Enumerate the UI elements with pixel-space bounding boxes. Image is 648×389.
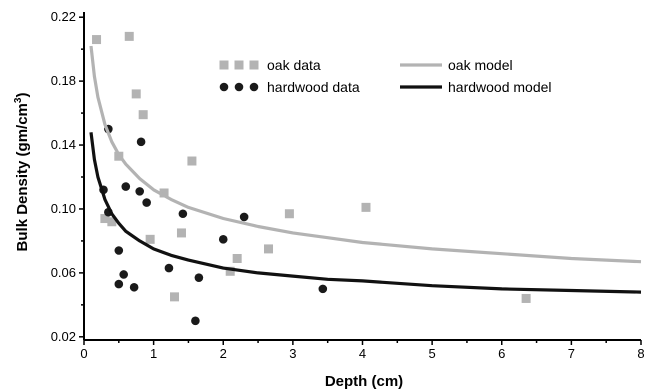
x-tick-label: 1 bbox=[150, 346, 157, 361]
oak-data-legend-swatch bbox=[234, 60, 244, 70]
x-tick-label: 5 bbox=[429, 346, 436, 361]
x-tick-label: 8 bbox=[637, 346, 644, 361]
hardwood-model-line bbox=[89, 132, 642, 294]
hardwood-data-point bbox=[191, 316, 200, 326]
hardwood-data-point bbox=[119, 270, 128, 279]
hardwood-data-point bbox=[318, 284, 328, 294]
hardwood-data-legend-swatch bbox=[249, 82, 259, 92]
x-tick-label: 2 bbox=[220, 346, 227, 361]
oak-data-point bbox=[176, 228, 186, 238]
hardwood-data-legend-swatch bbox=[219, 82, 229, 92]
y-tick-label: 0.10 bbox=[51, 201, 76, 216]
oak-data-point bbox=[170, 292, 180, 302]
oak-data-point bbox=[232, 254, 242, 263]
oak-data-point bbox=[124, 31, 134, 41]
oak-data-point bbox=[264, 244, 274, 254]
hardwood-data-point bbox=[136, 137, 146, 147]
oak-data-point bbox=[225, 266, 235, 276]
oak-data-legend-swatch bbox=[219, 60, 229, 70]
hardwood-data-point bbox=[239, 212, 249, 222]
hardwood-data-point bbox=[121, 182, 131, 191]
oak-data-legend-label: oak data bbox=[267, 57, 321, 73]
legend: oak data hardwood data oak model hardwood m… bbox=[219, 57, 552, 95]
oak-data-point bbox=[159, 188, 169, 198]
oak-data-point bbox=[145, 234, 155, 244]
x-tick-label: 6 bbox=[498, 346, 505, 361]
hardwood-data-point bbox=[142, 198, 151, 207]
oak-data-point bbox=[284, 209, 294, 219]
hardwood-data-point bbox=[178, 209, 188, 219]
hardwood-data-point bbox=[218, 235, 228, 244]
oak-data-point bbox=[107, 217, 117, 227]
oak-data-point bbox=[100, 214, 110, 224]
y-tick-label: 0.18 bbox=[51, 73, 76, 88]
y-tick-label: 0.02 bbox=[51, 329, 76, 344]
oak-model-line bbox=[89, 45, 642, 264]
oak-model-legend-label: oak model bbox=[448, 57, 513, 73]
hardwood-model-legend-label: hardwood model bbox=[448, 79, 552, 95]
oak-data-point bbox=[187, 156, 197, 166]
hardwood-data-point bbox=[164, 263, 174, 273]
hardwood-data-legend-swatch bbox=[234, 82, 244, 92]
oak-data-point bbox=[521, 293, 531, 303]
hardwood-data-point bbox=[135, 187, 144, 196]
x-tick-label: 0 bbox=[80, 346, 87, 361]
hardwood-data-point bbox=[129, 282, 139, 292]
x-axis-label: Depth (cm) bbox=[325, 373, 403, 389]
y-axis-label: Bulk Density (gm/cm3) bbox=[13, 93, 31, 252]
hardwood-data-point bbox=[194, 273, 204, 282]
y-tick-label: 0.14 bbox=[51, 137, 76, 152]
hardwood-data-point bbox=[114, 246, 124, 255]
oak-data-point bbox=[361, 202, 371, 212]
axes: 0 1 2 3 4 5 6 7 8 0.02 0.06 0.10 0.14 0.18 0.22 bbox=[51, 9, 645, 361]
x-tick-label: 7 bbox=[568, 346, 575, 361]
plot-area bbox=[89, 31, 642, 326]
y-tick-label: 0.22 bbox=[51, 9, 76, 24]
oak-data-legend-swatch bbox=[249, 60, 259, 70]
oak-data-point bbox=[138, 110, 148, 120]
oak-data-point bbox=[92, 35, 102, 45]
hardwood-data-point bbox=[114, 279, 124, 289]
x-tick-label: 4 bbox=[359, 346, 366, 361]
x-tick-label: 3 bbox=[289, 346, 296, 361]
hardwood-data-legend-label: hardwood data bbox=[267, 79, 360, 95]
y-tick-label: 0.06 bbox=[51, 265, 76, 280]
oak-data-point bbox=[131, 89, 141, 99]
